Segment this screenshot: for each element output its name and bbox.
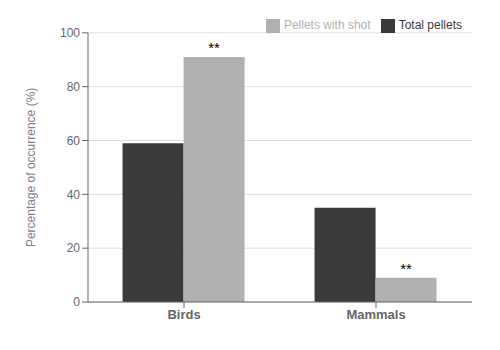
svg-text:**: ** [400, 260, 412, 277]
svg-text:**: ** [208, 39, 220, 56]
svg-text:100: 100 [60, 26, 80, 40]
svg-text:Percentage of occurrence (%): Percentage of occurrence (%) [24, 88, 38, 247]
html-text:Pellets with shot: Pellets with shot [283, 18, 371, 32]
svg-text:0: 0 [73, 295, 80, 309]
html-text:Total pellets: Total pellets [398, 18, 462, 32]
svg-text:80: 80 [67, 80, 81, 94]
svg-text:Birds: Birds [167, 307, 200, 322]
svg-text:Mammals: Mammals [346, 307, 405, 322]
svg-text:20: 20 [67, 241, 81, 255]
svg-text:60: 60 [67, 134, 81, 148]
svg-text:40: 40 [67, 188, 81, 202]
